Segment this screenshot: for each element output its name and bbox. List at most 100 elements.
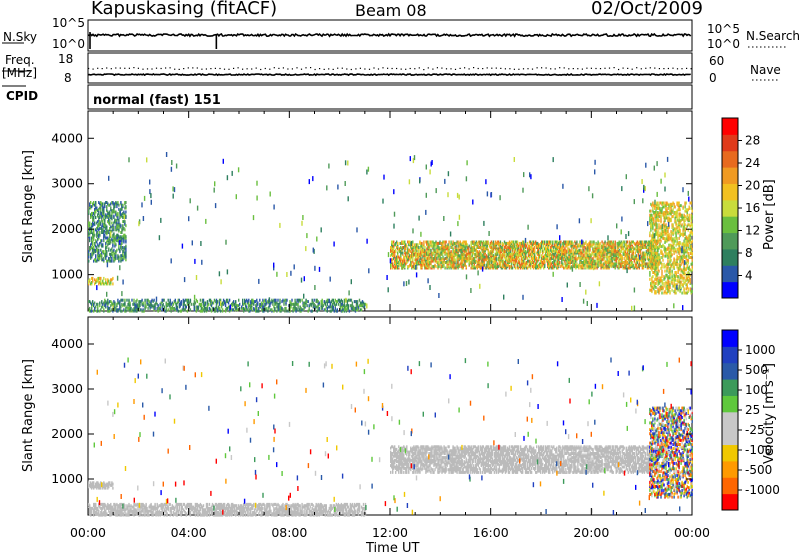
data-cell — [599, 241, 601, 245]
data-cell — [689, 234, 691, 238]
data-cell — [529, 262, 532, 266]
data-cell — [551, 266, 553, 270]
data-cell — [489, 246, 492, 249]
data-cell — [673, 279, 675, 283]
data-cell — [125, 244, 127, 248]
data-cell — [570, 255, 572, 259]
data-cell — [652, 256, 654, 259]
data-cell — [579, 261, 581, 264]
data-cell — [675, 261, 677, 265]
nave-dot — [445, 68, 448, 70]
data-cell — [435, 254, 437, 258]
data-cell — [98, 211, 100, 215]
nave-label: Nave — [750, 63, 781, 77]
data-cell — [492, 250, 495, 254]
data-cell — [662, 230, 664, 234]
data-cell — [570, 250, 572, 254]
data-cell — [670, 206, 672, 210]
data-cell — [96, 246, 98, 249]
data-cell — [612, 246, 614, 249]
data-cell — [599, 263, 601, 267]
data-cell — [439, 250, 441, 254]
data-cell — [483, 246, 485, 249]
data-cell — [691, 227, 693, 231]
data-cell — [121, 236, 123, 240]
data-cell — [680, 262, 682, 266]
data-cell — [473, 256, 475, 260]
data-cell — [117, 211, 119, 215]
data-cell — [115, 243, 117, 247]
data-cell — [106, 201, 108, 204]
data-cell — [107, 243, 109, 247]
data-cell — [658, 262, 660, 266]
data-cell — [666, 201, 668, 205]
data-cell — [589, 247, 591, 251]
data-cell — [438, 246, 440, 249]
data-cell — [620, 243, 622, 247]
data-cell — [436, 256, 438, 260]
data-cell — [649, 253, 651, 257]
data-cell — [683, 281, 685, 285]
data-cell — [90, 226, 92, 230]
data-cell — [515, 251, 518, 255]
data-cell — [538, 263, 540, 267]
data-cell — [99, 206, 101, 210]
data-cell — [689, 251, 691, 255]
nave-dot — [255, 67, 257, 69]
data-cell — [103, 213, 105, 217]
data-cell — [94, 301, 96, 305]
data-cell — [148, 300, 150, 304]
data-cell — [501, 252, 504, 256]
data-cell — [458, 263, 460, 267]
data-cell — [180, 300, 182, 304]
data-cell — [429, 240, 431, 244]
data-cell — [678, 284, 680, 288]
data-cell — [587, 265, 589, 269]
data-cell — [682, 254, 684, 258]
data-cell — [631, 261, 633, 264]
data-cell — [115, 221, 117, 225]
data-cell — [571, 258, 573, 262]
data-cell — [96, 206, 98, 210]
data-cell — [682, 242, 684, 246]
data-cell — [494, 266, 497, 270]
data-cell — [98, 216, 100, 219]
data-cell — [88, 279, 90, 283]
data-cell — [641, 259, 644, 263]
data-cell — [88, 221, 90, 225]
data-cell — [512, 261, 515, 264]
data-cell — [561, 246, 563, 249]
data-cell — [660, 213, 662, 217]
data-cell — [679, 246, 681, 250]
data-cell — [523, 243, 526, 247]
data-cell — [503, 246, 506, 249]
data-cell — [446, 244, 448, 248]
data-cell — [664, 254, 666, 258]
data-cell — [646, 262, 649, 266]
data-cell — [89, 221, 91, 225]
data-cell — [536, 251, 538, 255]
data-cell — [453, 241, 455, 245]
data-cell — [565, 254, 567, 258]
data-cell — [673, 202, 675, 206]
data-cell — [659, 288, 661, 292]
data-cell — [653, 220, 655, 224]
data-cell — [557, 246, 559, 249]
data-cell — [106, 225, 108, 229]
data-cell — [529, 252, 532, 256]
nave-dot — [418, 67, 420, 69]
data-cell — [597, 240, 599, 244]
data-cell — [665, 212, 667, 216]
nave-dot — [282, 67, 284, 69]
data-cell — [397, 265, 399, 269]
data-cell — [133, 306, 135, 310]
data-cell — [607, 265, 609, 269]
data-cell — [92, 211, 94, 215]
data-cell — [594, 259, 596, 263]
data-cell — [654, 277, 656, 281]
data-cell — [650, 260, 652, 264]
data-cell — [668, 283, 670, 287]
data-cell — [688, 247, 690, 251]
data-cell — [656, 271, 658, 274]
data-cell — [106, 250, 108, 254]
